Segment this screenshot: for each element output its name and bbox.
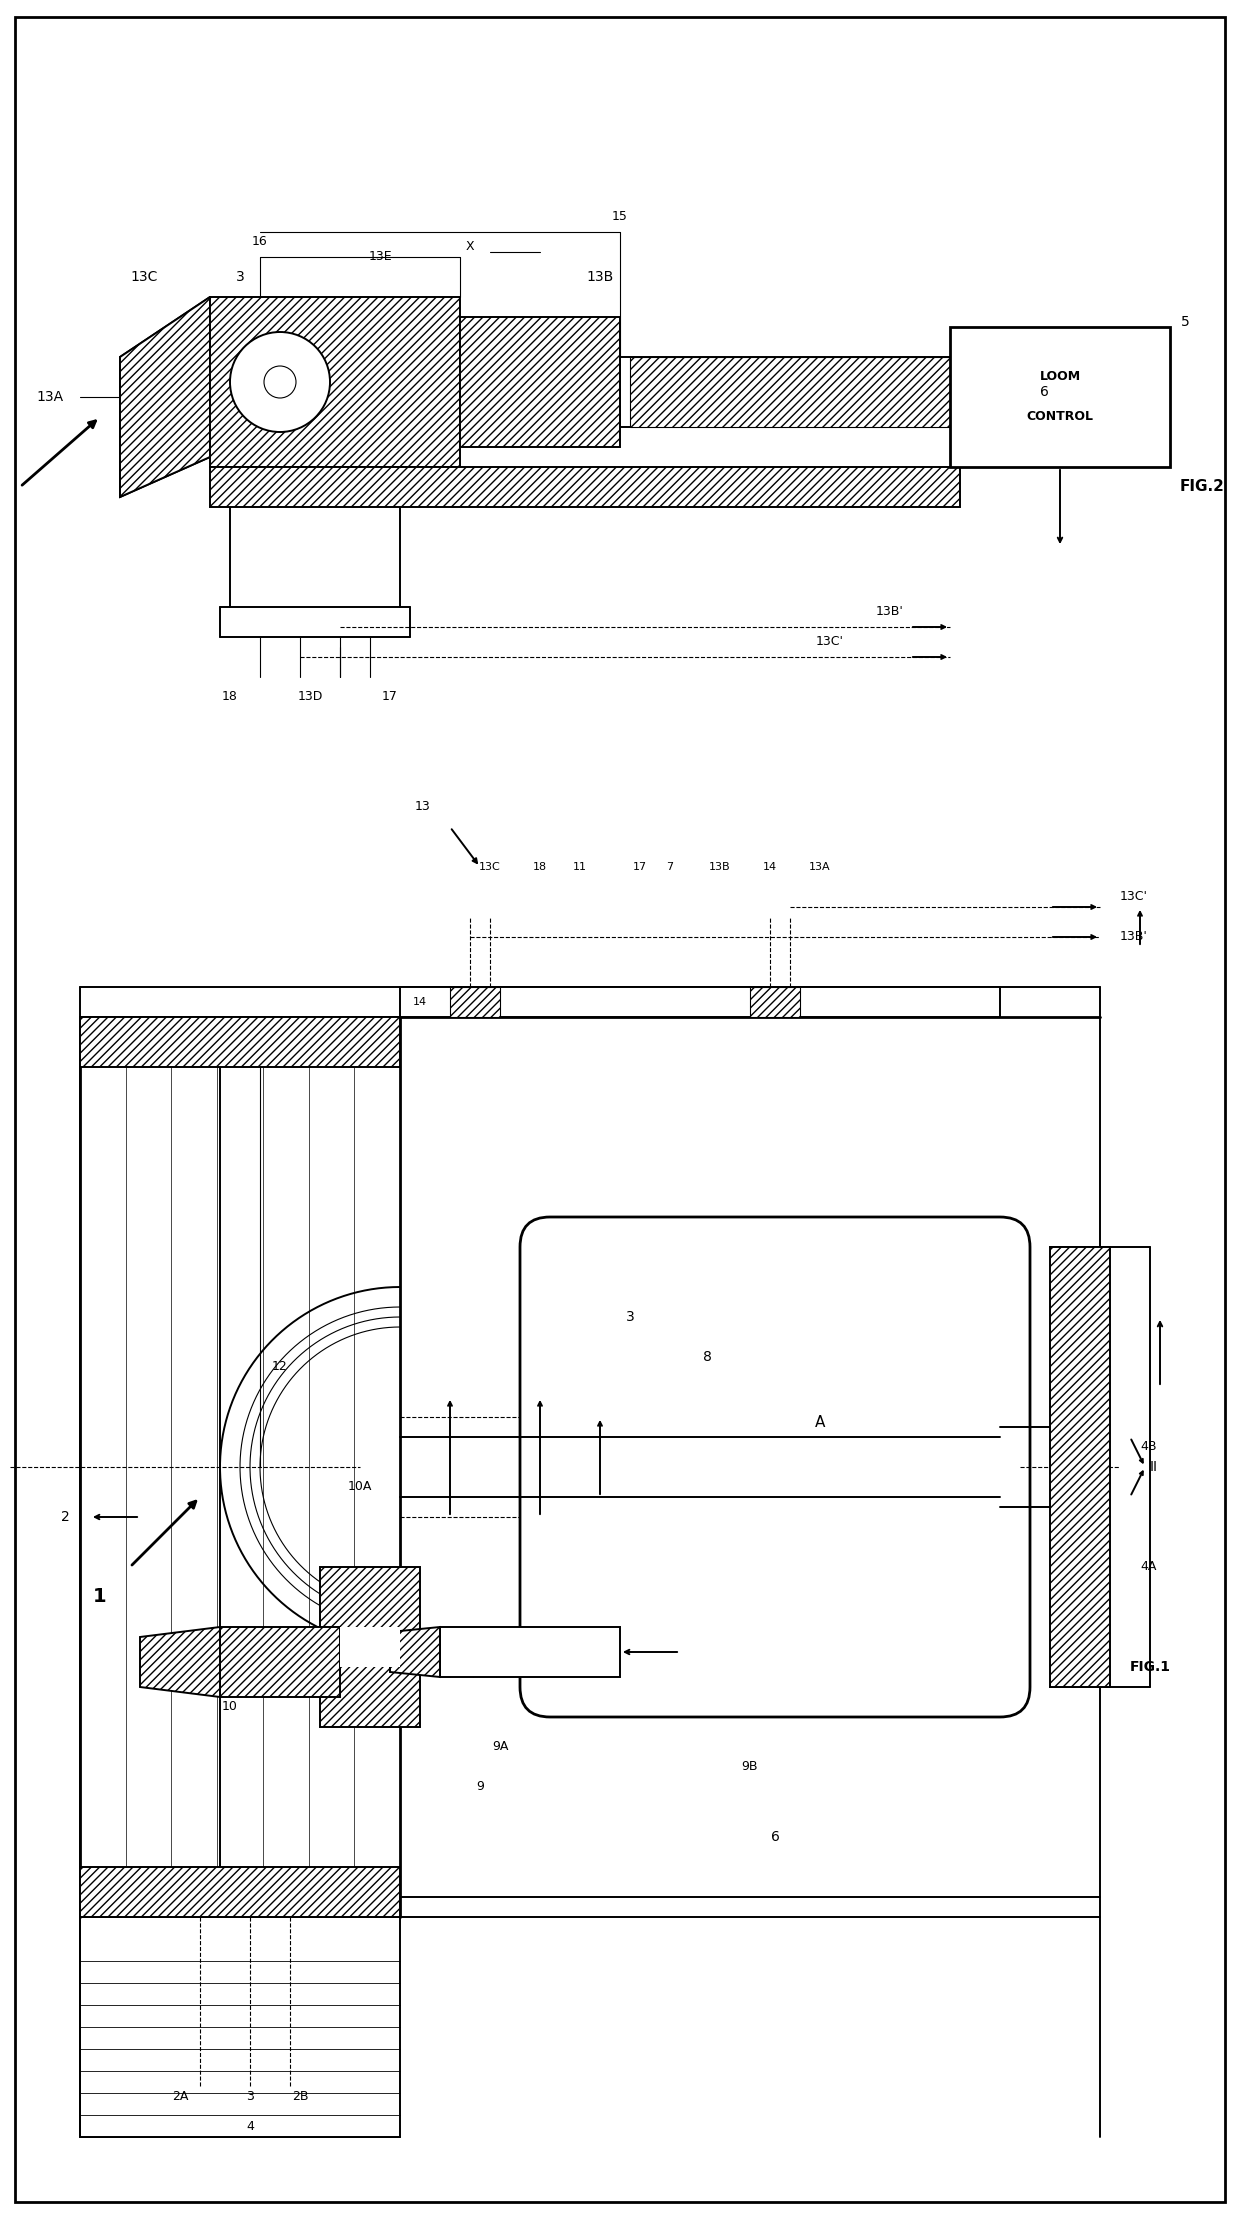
Bar <box>210 297 460 468</box>
Bar <box>460 317 620 448</box>
Text: X: X <box>466 239 475 253</box>
Text: 13B: 13B <box>587 270 614 284</box>
Polygon shape <box>140 1627 219 1696</box>
Bar <box>950 326 1171 468</box>
Text: 14: 14 <box>763 862 777 871</box>
Text: CONTROL: CONTROL <box>1027 410 1094 423</box>
Text: 10: 10 <box>222 1700 238 1714</box>
Text: 13A: 13A <box>36 390 63 403</box>
Text: 16: 16 <box>252 235 268 248</box>
Text: 6: 6 <box>770 1829 780 1845</box>
Text: II: II <box>1149 1461 1158 1474</box>
Text: 12: 12 <box>272 1361 288 1375</box>
Bar <box>81 1867 401 1918</box>
Text: 13B': 13B' <box>877 605 904 619</box>
Text: 13C: 13C <box>479 862 501 871</box>
Text: 6: 6 <box>1040 386 1049 399</box>
Text: 3: 3 <box>246 2091 254 2104</box>
Text: 9A: 9A <box>492 1740 508 1754</box>
Text: 8: 8 <box>703 1350 712 1363</box>
Text: 13D: 13D <box>298 689 322 703</box>
Text: 3: 3 <box>236 270 244 284</box>
Circle shape <box>229 333 330 432</box>
Bar <box>320 1567 420 1727</box>
Text: 11: 11 <box>573 862 587 871</box>
Text: 9B: 9B <box>742 1760 758 1774</box>
Bar <box>81 1018 401 1066</box>
Text: LOOM: LOOM <box>1039 370 1080 384</box>
Text: 13C': 13C' <box>816 636 844 650</box>
Text: 4A: 4A <box>1140 1561 1157 1574</box>
Bar <box>440 1627 620 1676</box>
Bar <box>219 1627 340 1696</box>
FancyBboxPatch shape <box>520 1217 1030 1716</box>
Text: 9: 9 <box>476 1780 484 1794</box>
Bar <box>750 987 800 1018</box>
Text: 13A: 13A <box>810 862 831 871</box>
Text: 13C': 13C' <box>1120 891 1148 905</box>
Text: 14: 14 <box>413 998 427 1007</box>
Text: 1: 1 <box>93 1587 107 1607</box>
Text: 13B': 13B' <box>1120 931 1148 944</box>
Text: 3: 3 <box>626 1310 635 1324</box>
Text: 2B: 2B <box>291 2091 309 2104</box>
Polygon shape <box>120 297 210 497</box>
Text: 17: 17 <box>632 862 647 871</box>
Text: 18: 18 <box>222 689 238 703</box>
Text: 15: 15 <box>613 211 627 224</box>
Text: 13C: 13C <box>130 270 157 284</box>
Bar <box>340 1627 401 1667</box>
Circle shape <box>264 366 296 399</box>
Text: 2A: 2A <box>172 2091 188 2104</box>
Bar <box>401 987 999 1018</box>
Text: 7: 7 <box>666 862 673 871</box>
Text: A: A <box>815 1414 825 1430</box>
Text: 13: 13 <box>414 800 430 814</box>
Text: 13B: 13B <box>709 862 730 871</box>
Text: 18: 18 <box>533 862 547 871</box>
Text: FIG.2: FIG.2 <box>1180 479 1225 494</box>
Text: 5: 5 <box>1180 315 1189 328</box>
Text: 10A: 10A <box>347 1481 372 1494</box>
Polygon shape <box>391 1627 440 1676</box>
Bar <box>630 357 970 428</box>
Bar <box>210 468 960 508</box>
Polygon shape <box>980 337 1080 448</box>
Bar <box>1050 1246 1110 1687</box>
Bar <box>450 987 500 1018</box>
Text: 2: 2 <box>61 1510 69 1523</box>
Text: FIG.1: FIG.1 <box>1130 1661 1171 1674</box>
Text: 13E: 13E <box>368 251 392 264</box>
Text: 4: 4 <box>246 2119 254 2133</box>
Text: 17: 17 <box>382 689 398 703</box>
Text: 4B: 4B <box>1140 1441 1157 1454</box>
